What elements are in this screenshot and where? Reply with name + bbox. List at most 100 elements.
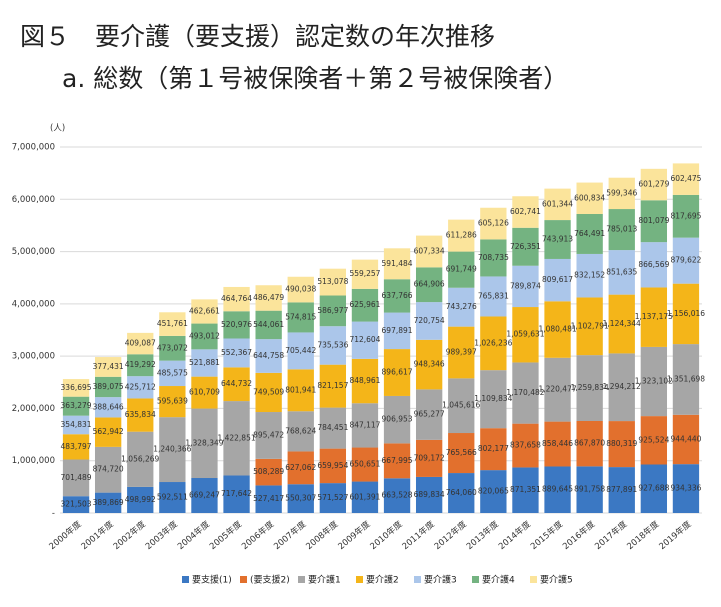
data-label: 669,247 (189, 491, 220, 500)
data-label: 354,831 (61, 420, 92, 429)
bar-segment (94, 417, 122, 447)
data-label: 867,870 (574, 439, 605, 448)
data-label: 610,709 (189, 388, 220, 397)
data-label: 726,351 (510, 242, 541, 251)
data-label: 409,087 (125, 339, 156, 348)
data-label: 989,397 (446, 347, 477, 356)
data-label: 689,834 (414, 490, 445, 499)
bar-segment (255, 412, 282, 459)
data-label: 765,831 (478, 291, 509, 300)
bar-segment (576, 213, 603, 254)
legend-swatch (530, 576, 537, 583)
x-tick-label: 2009年度 (336, 518, 373, 552)
bar-segment (223, 286, 250, 312)
data-label: 1,170,482 (506, 388, 544, 397)
data-label: 513,078 (317, 277, 348, 286)
data-label: 785,013 (606, 225, 637, 234)
data-label: 650,651 (349, 460, 380, 469)
bar-segment (415, 476, 443, 513)
data-label: 877,891 (606, 485, 637, 494)
x-tick-label: 2015年度 (528, 518, 565, 552)
data-label: 550,307 (285, 494, 316, 503)
bar-segment (448, 251, 475, 288)
data-label: 483,797 (61, 442, 92, 451)
data-label: 832,152 (574, 271, 605, 280)
y-tick-label: - (52, 509, 55, 519)
bar-segment (544, 421, 571, 467)
bar-segment (672, 464, 700, 513)
bar-segment (383, 443, 411, 479)
bar-segment (127, 354, 154, 377)
data-label: 765,566 (446, 448, 477, 457)
data-label: 697,891 (382, 326, 413, 335)
bar-segment (62, 434, 90, 460)
data-label: 595,639 (157, 397, 188, 406)
bar-segment (191, 349, 218, 377)
data-label: 451,761 (157, 319, 188, 328)
data-label: 1,294,212 (603, 382, 641, 391)
data-label: 801,941 (285, 385, 316, 394)
data-label: 895,472 (253, 430, 284, 439)
bar-segment (480, 316, 507, 371)
bar-segment (415, 439, 443, 477)
bar-segment (159, 360, 186, 387)
bar-segment (480, 239, 507, 277)
legend-label: 要介護2 (366, 574, 399, 586)
x-tick-label: 2006年度 (240, 518, 277, 552)
data-label: 871,351 (510, 485, 541, 494)
bar-segment (544, 220, 571, 259)
legend-label: 要支援(1) (192, 574, 232, 586)
bar-segment (127, 431, 154, 487)
bar-segment (62, 496, 90, 513)
data-label: 600,834 (574, 193, 605, 202)
bar-segment (512, 227, 539, 266)
bar-segment (351, 403, 379, 448)
bar-segment (448, 219, 475, 252)
data-label: 591,484 (382, 259, 413, 268)
bar-segment (223, 475, 250, 513)
bar-segment (127, 398, 154, 432)
data-label: 601,344 (542, 199, 573, 208)
bar-segment (640, 168, 668, 201)
data-label: 644,732 (221, 379, 252, 388)
bar-segment (640, 200, 668, 243)
data-label: 837,658 (510, 441, 541, 450)
bar-segment (480, 276, 507, 317)
bar-segment (351, 358, 379, 404)
bar-segment (640, 464, 668, 513)
x-tick-label: 2007年度 (272, 518, 309, 552)
bar-segment (480, 370, 507, 429)
data-label: 701,489 (61, 473, 92, 482)
data-label: 944,440 (670, 434, 701, 443)
legend-label: 要介護3 (424, 574, 457, 586)
y-tick-label: 7,000,000 (12, 143, 55, 153)
bar-segment (159, 417, 186, 483)
legend-swatch (298, 576, 305, 583)
data-label: 599,346 (606, 188, 637, 197)
data-label: 1,080,481 (538, 325, 576, 334)
x-tick-label: 2008年度 (304, 518, 341, 552)
x-tick-label: 2010年度 (368, 518, 405, 552)
data-label: 602,741 (510, 207, 541, 216)
legend-swatch (472, 576, 479, 583)
y-tick-label: 6,000,000 (12, 195, 55, 205)
data-label: 891,758 (574, 485, 605, 494)
data-label: 847,117 (349, 420, 380, 429)
data-label: 820,065 (478, 487, 509, 496)
data-label: 1,056,269 (121, 454, 159, 463)
legend-label: 要介護1 (308, 574, 341, 586)
data-label: 493,012 (189, 331, 220, 340)
bar-segment (383, 279, 411, 313)
bar-segment (640, 287, 668, 347)
legend-swatch (356, 576, 363, 583)
bar-segment (640, 346, 668, 417)
bar-segment (480, 470, 507, 513)
data-label: 635,834 (125, 410, 156, 419)
bar-segment (287, 332, 314, 370)
bar-segment (94, 397, 122, 418)
x-tick-label: 2013年度 (464, 518, 501, 552)
data-label: 802,177 (478, 444, 509, 453)
bar-segment (255, 372, 282, 413)
bar-segment (319, 268, 347, 296)
bar-segment (159, 386, 186, 418)
